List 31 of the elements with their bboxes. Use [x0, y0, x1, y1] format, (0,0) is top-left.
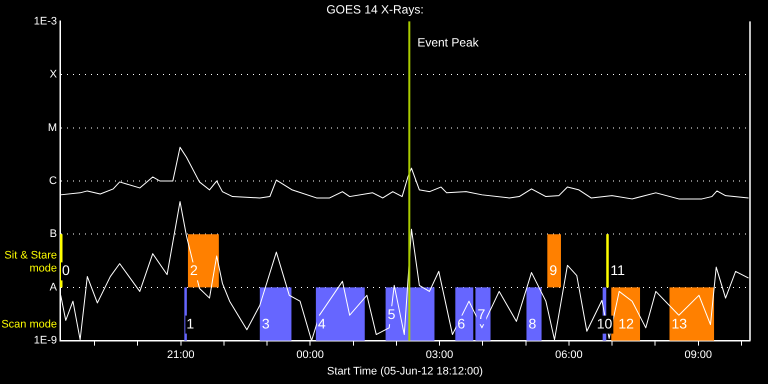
- y-tick-label: A: [50, 281, 58, 294]
- x-tick-label: 06:00: [555, 349, 583, 362]
- y-tick-label: X: [50, 68, 58, 81]
- annotation: 6: [457, 315, 466, 332]
- chart-title: GOES 14 X-Rays:: [326, 2, 424, 17]
- annotation: 5: [388, 306, 396, 322]
- x-tick-label: 00:00: [296, 349, 324, 362]
- x-tick-label: 21:00: [166, 349, 195, 362]
- annotation: 9: [549, 262, 558, 278]
- y-tick-label: 1E-3: [34, 15, 57, 28]
- annotation: 3: [262, 315, 270, 332]
- annotation: 13: [672, 315, 688, 332]
- annotation: 0: [62, 262, 70, 278]
- annotation: 10: [596, 315, 613, 332]
- annotation: 11: [610, 262, 626, 278]
- annotation: 4: [318, 315, 326, 332]
- y-tick-label: Sit & Stare mode: [4, 249, 57, 275]
- ref-line-label: Event Peak: [417, 36, 480, 50]
- annotation: 7: [477, 306, 486, 322]
- annotation: 1: [186, 315, 194, 332]
- annotation: 8: [528, 315, 536, 332]
- annotation: 2: [190, 262, 198, 278]
- x-tick-label: 03:00: [426, 349, 454, 362]
- annotation: 12: [618, 315, 634, 332]
- y-tick-label: B: [50, 228, 57, 240]
- y-tick-label: 1E-9: [34, 334, 57, 347]
- y-tick-label: M: [48, 122, 57, 134]
- x-axis-title: Start Time (05-Jun-12 18:12:00): [327, 365, 483, 378]
- y-tick-label: C: [49, 175, 58, 188]
- x-tick-label: 09:00: [684, 349, 712, 362]
- y-tick-label: Scan mode: [1, 318, 57, 331]
